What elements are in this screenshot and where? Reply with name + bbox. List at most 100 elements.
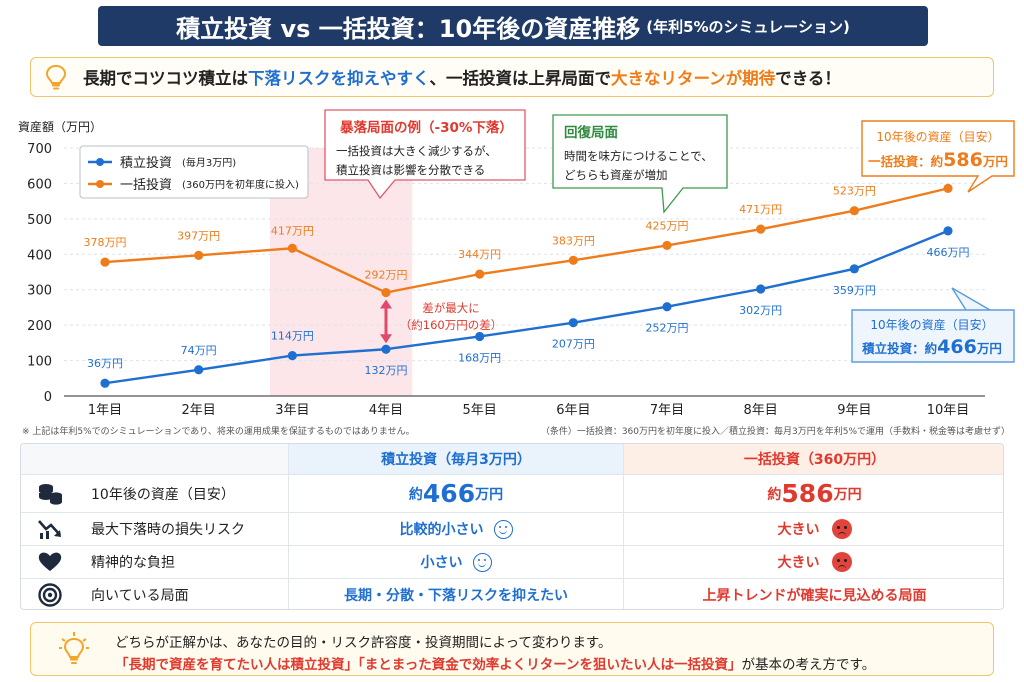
- heart-icon: [38, 552, 62, 571]
- lump-risk: 大きい: [777, 522, 820, 538]
- title-main: 積立投資 vs 一括投資：10年後の資産推移: [176, 14, 641, 43]
- angry-face-icon: [831, 519, 852, 539]
- lump-stress: 大きい: [777, 555, 820, 571]
- data-label: 302万円: [739, 304, 782, 317]
- series-line-1: [104, 187, 949, 294]
- angry-face-icon: [831, 552, 852, 572]
- y-tick-label: 300: [27, 284, 52, 299]
- table-row: 精神的な負担 小さい 大きい: [21, 545, 1003, 578]
- dca-asset-value: 約 466 万円: [288, 475, 623, 512]
- crash-line-2: 積立投資は影響を分散できる: [336, 163, 485, 177]
- lightbulb-icon: [59, 632, 89, 664]
- data-point: [568, 318, 578, 328]
- data-label: 466万円: [927, 246, 970, 259]
- x-tick-label: 5年目: [463, 403, 497, 418]
- series-line-0: [104, 229, 949, 385]
- conclusion-line-1: どちらが正解かは、あなたの目的・リスク許容度・投資期間によって変わります。: [115, 635, 612, 651]
- x-tick-label: 2年目: [182, 403, 216, 418]
- data-point: [756, 284, 766, 294]
- data-point: [194, 250, 204, 260]
- lump-fit: 上昇トレンドが確実に見込める局面: [623, 579, 1003, 609]
- data-label: 523万円: [833, 185, 876, 198]
- table-row: 向いている局面 長期・分散・下落リスクを抑えたい 上昇トレンドが確実に見込める局…: [21, 578, 1003, 609]
- data-point: [849, 264, 859, 274]
- data-label: 417万円: [271, 224, 314, 237]
- data-label: 36万円: [87, 357, 123, 370]
- dca-fit: 長期・分散・下落リスクを抑えたい: [288, 579, 623, 609]
- line-chart: 0 100 200 300 400 500 600 700 資産額（万円） 1年目 2年目 3年目 4年…: [18, 109, 1015, 437]
- footnote-left: ※ 上記は年利5%でのシミュレーションであり、将来の運用成果を保証するものではあ…: [22, 425, 415, 437]
- data-label: 359万円: [833, 284, 876, 297]
- recover-line-2: どちらも資産が増加: [564, 168, 668, 182]
- smile-icon: [493, 519, 513, 539]
- table-row: 10年後の資産（目安） 約 466 万円 約 586 万円: [21, 474, 1003, 512]
- data-point: [287, 351, 297, 361]
- legend-label: 一括投資: [120, 177, 172, 193]
- data-point: [475, 269, 485, 279]
- x-tick-label: 10年目: [927, 403, 970, 418]
- data-point: [381, 287, 391, 298]
- gap-arrow-head-down: [380, 334, 392, 344]
- tip-bar: 長期でコツコツ積立は下落リスクを抑えやすく、一括投資は上昇局面で大きなリターンが…: [30, 57, 994, 97]
- recover-title: 回復局面: [564, 124, 618, 141]
- dca-risk: 比較的小さい: [399, 522, 484, 538]
- x-tick-label: 6年目: [556, 403, 590, 418]
- data-label: 425万円: [646, 219, 689, 232]
- recover-callout: [552, 114, 728, 214]
- gap-line-2: （約160万円の差）: [400, 318, 502, 332]
- gap-arrow-head-up: [380, 299, 392, 309]
- data-point: [100, 378, 110, 388]
- legend-note: (毎月3万円): [182, 156, 236, 169]
- row-label: 最大下落時の損失リスク: [91, 522, 245, 538]
- data-point: [287, 243, 297, 253]
- y-tick-label: 100: [27, 355, 52, 370]
- y-tick-label: 400: [27, 248, 52, 263]
- chart-down-icon: [38, 520, 61, 539]
- dca-final-value: 積立投資：約466万円: [861, 336, 1002, 358]
- x-tick-label: 8年目: [744, 403, 778, 418]
- data-point: [475, 331, 485, 342]
- table-row: 最大下落時の損失リスク 比較的小さい 大きい: [21, 512, 1003, 545]
- legend-marker: [96, 158, 104, 166]
- lightbulb-icon: [45, 64, 67, 90]
- target-icon: [38, 583, 62, 607]
- x-tick-label: 9年目: [837, 403, 871, 418]
- data-point: [662, 302, 672, 312]
- legend-box: [79, 145, 309, 199]
- lump-asset-value: 約 586 万円: [623, 475, 1003, 512]
- comparison-table: 積立投資（毎月3万円） 一括投資（360万円） 10年後の資産（目安） 約 466…: [20, 443, 1004, 610]
- y-tick-label: 700: [27, 142, 52, 157]
- data-label: 207万円: [552, 338, 595, 351]
- title-sub: (年利5%のシミュレーション): [646, 17, 850, 36]
- data-point: [849, 206, 859, 216]
- x-tick-label: 4年目: [369, 403, 403, 418]
- lump-final-title: 10年後の資産（目安）: [876, 129, 999, 144]
- data-point: [194, 365, 204, 375]
- y-axis-label: 資産額（万円）: [18, 119, 102, 134]
- coins-icon: [39, 483, 62, 505]
- data-label: 168万円: [458, 351, 501, 364]
- data-label: 252万円: [646, 322, 689, 335]
- data-label: 132万円: [365, 364, 408, 377]
- row-label: 精神的な負担: [91, 555, 175, 571]
- data-label: 344万円: [458, 248, 501, 261]
- crash-callout: [324, 109, 526, 200]
- data-label: 471万円: [739, 203, 782, 216]
- legend-marker: [96, 180, 104, 188]
- data-label: 383万円: [552, 234, 595, 247]
- data-point: [100, 257, 110, 267]
- legend-note: (360万円を初年度に投入): [182, 178, 299, 191]
- data-point: [568, 255, 578, 265]
- conclusion-box: どちらが正解かは、あなたの目的・リスク許容度・投資期間によって変わります。 「長…: [30, 622, 994, 676]
- table-head-dca: 積立投資（毎月3万円）: [288, 444, 623, 474]
- crash-line-1: 一括投資は大きく減少するが、: [336, 144, 497, 158]
- data-label: 397万円: [177, 229, 220, 242]
- lump-final-value: 一括投資：約586万円: [868, 149, 1008, 171]
- data-point: [662, 240, 672, 251]
- data-point: [381, 344, 391, 354]
- table-head-lump: 一括投資（360万円）: [623, 444, 1003, 474]
- y-tick-label: 0: [44, 390, 52, 405]
- data-label: 114万円: [271, 330, 314, 343]
- data-label: 292万円: [365, 269, 408, 282]
- y-tick-label: 500: [27, 213, 52, 228]
